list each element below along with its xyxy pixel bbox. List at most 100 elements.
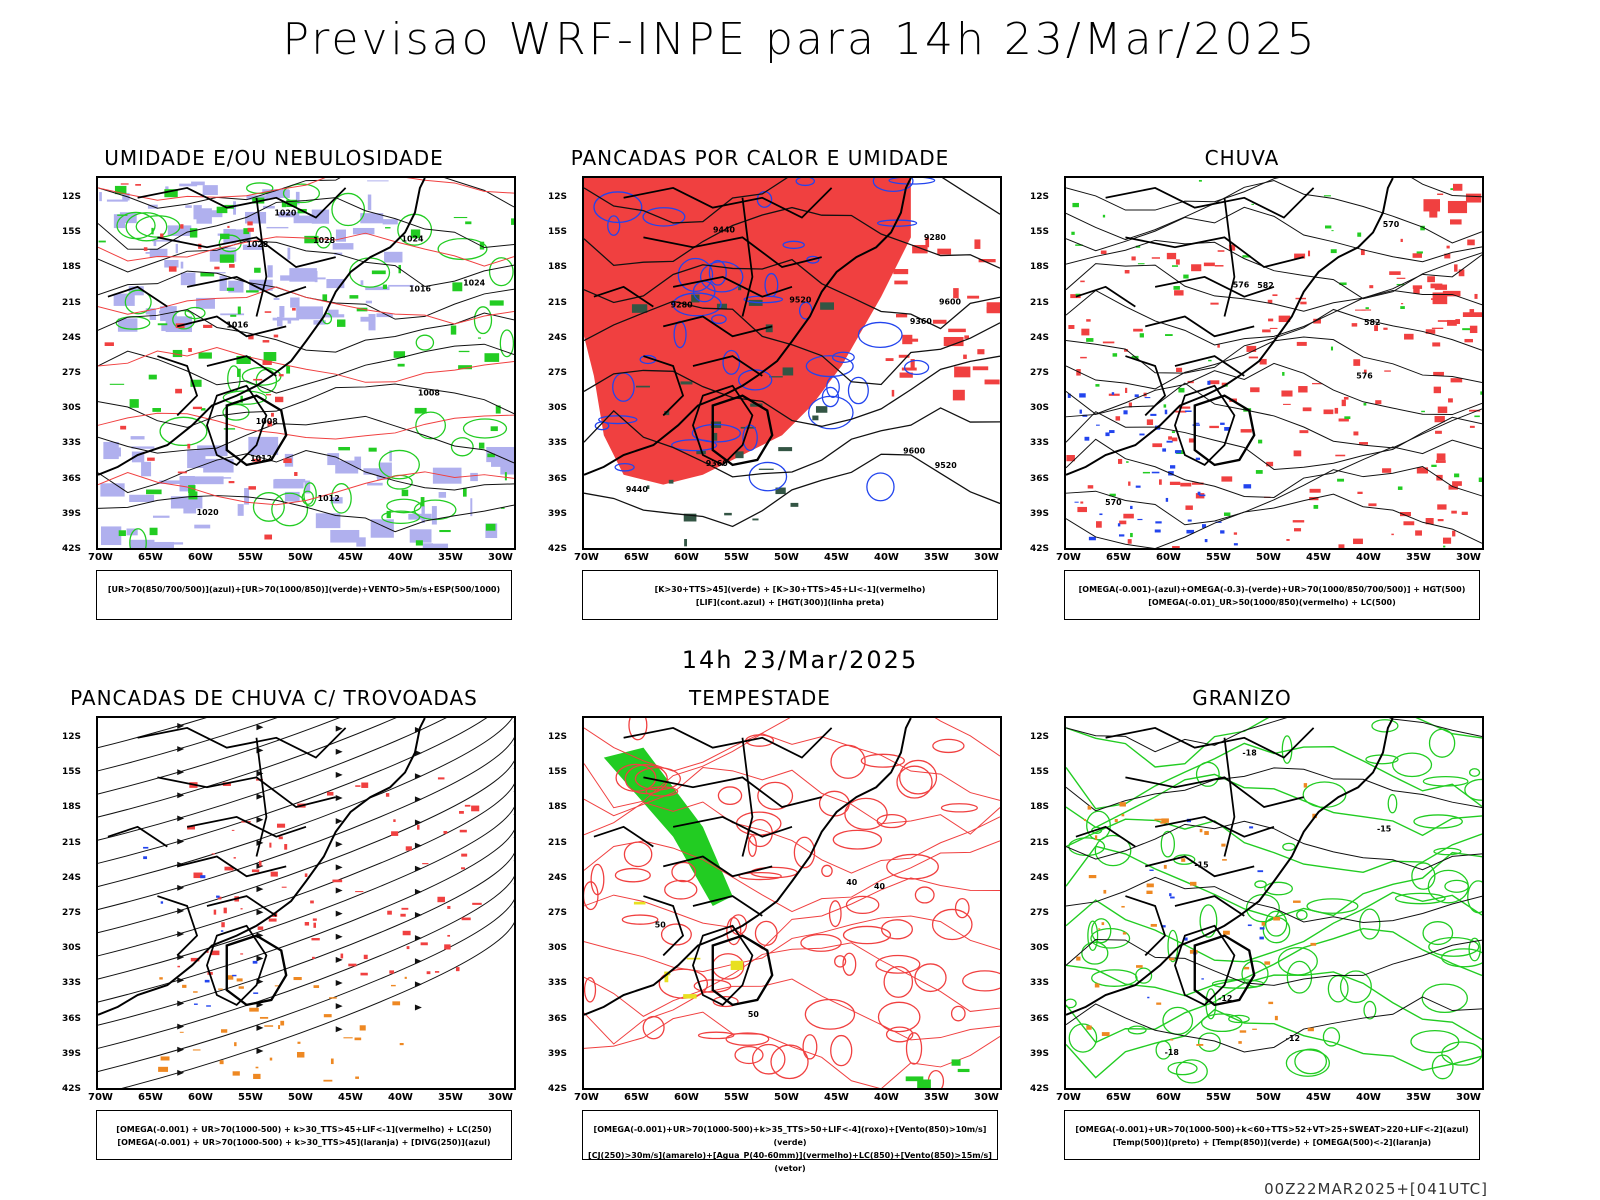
- field-patch: [462, 487, 467, 497]
- field-patch: [470, 472, 478, 482]
- contour-loop: [931, 908, 973, 941]
- field-patch: [664, 973, 669, 983]
- contour-loop: [826, 376, 840, 398]
- field-patch: [683, 994, 697, 999]
- streamline-arrow: [335, 725, 343, 732]
- contour-label: 1012: [250, 454, 272, 463]
- contour-loop: [664, 879, 698, 900]
- field-patch: [1123, 513, 1134, 519]
- contour-loop: [880, 919, 913, 940]
- field-patch: [1447, 200, 1468, 214]
- field-patch: [1224, 427, 1230, 431]
- streamline-arrow: [256, 886, 264, 893]
- field-patch: [237, 504, 244, 516]
- field-patch: [1442, 537, 1452, 544]
- field-patch: [1183, 274, 1189, 279]
- field-patch: [268, 918, 277, 922]
- field-patch: [1427, 276, 1435, 283]
- contour-loop: [129, 528, 147, 548]
- field-patch: [385, 793, 390, 797]
- field-patch: [631, 304, 648, 313]
- field-patch: [479, 241, 485, 250]
- field-patch: [230, 314, 237, 317]
- lat-tick-label: 36S: [1030, 474, 1050, 484]
- contour-loop: [598, 415, 638, 425]
- contour-label: 40: [846, 878, 858, 887]
- field-patch: [1397, 486, 1403, 490]
- field-patch: [405, 846, 412, 851]
- field-patch: [1075, 244, 1083, 246]
- lon-tick-label: 55W: [238, 552, 263, 563]
- field-patch: [984, 379, 1000, 385]
- field-patch: [368, 447, 377, 452]
- lat-tick-label: 39S: [548, 1049, 568, 1059]
- country-border: [711, 394, 774, 467]
- field-patch: [175, 243, 178, 254]
- streamline-arrow: [177, 769, 185, 776]
- state-border: [157, 236, 336, 269]
- contour-label: 9600: [939, 298, 962, 307]
- run-timestamp: 00Z22MAR2025+[041UTC]: [1264, 1180, 1488, 1198]
- field-patch: [902, 334, 913, 345]
- field-patch: [220, 930, 224, 932]
- lat-tick-label: 33S: [62, 978, 82, 988]
- streamline-arrow: [335, 933, 343, 940]
- field-patch: [1170, 1039, 1174, 1041]
- field-patch: [335, 460, 359, 474]
- lon-tick-label: 60W: [674, 1092, 699, 1103]
- legend-line: [OMEGA(-0.001) + UR>70(1000-500) + k>30_…: [117, 1138, 491, 1147]
- field-patch: [118, 530, 126, 537]
- field-patch: [1108, 393, 1120, 396]
- field-patch: [106, 199, 128, 202]
- coastline: [98, 178, 426, 476]
- field-patch: [196, 208, 212, 224]
- field-patch: [390, 984, 396, 987]
- field-patch: [1338, 418, 1349, 422]
- field-patch: [1163, 404, 1167, 408]
- field-patch: [1114, 819, 1118, 823]
- field-patch: [1087, 805, 1092, 810]
- lon-tick-label: 40W: [1356, 552, 1381, 563]
- state-border: [1154, 815, 1275, 838]
- field-patch: [233, 201, 236, 215]
- field-patch: [249, 1007, 259, 1012]
- field-patch: [1187, 519, 1192, 522]
- field-patch: [360, 972, 368, 976]
- field-patch: [294, 472, 298, 476]
- field-patch: [1309, 488, 1321, 493]
- field-patch: [400, 913, 406, 917]
- lon-tick-label: 40W: [874, 1092, 899, 1103]
- contour-loop: [594, 421, 610, 431]
- lat-tick-label: 24S: [548, 333, 568, 343]
- field-patch: [149, 248, 168, 258]
- field-patch: [1343, 396, 1349, 400]
- field-patch: [233, 857, 236, 859]
- lat-tick-label: 36S: [62, 1014, 82, 1024]
- contour-loop: [124, 289, 152, 315]
- field-patch: [146, 489, 162, 495]
- field-patch: [265, 394, 272, 396]
- field-patch: [1118, 534, 1125, 537]
- field-patch: [1139, 433, 1145, 436]
- field-patch: [668, 479, 674, 484]
- field-patch: [389, 970, 395, 974]
- field-patch: [1450, 378, 1463, 383]
- field-patch: [311, 938, 320, 941]
- field-patch: [220, 313, 245, 316]
- state-border: [593, 825, 654, 848]
- contour-loop: [932, 738, 965, 754]
- field-patch: [1192, 424, 1200, 426]
- legend-line: [CJ(250)>30m/s](amarelo)+[Agua_P(40-60mm…: [588, 1151, 992, 1173]
- contour-loop: [914, 886, 935, 904]
- contour-loop: [770, 1044, 809, 1080]
- field-patch: [179, 1031, 184, 1033]
- panel-legend: [OMEGA(-0.001)+UR>70(1000-500)+k<60+TTS>…: [1064, 1110, 1480, 1160]
- field-patch: [769, 376, 783, 378]
- streamline-arrow: [256, 955, 264, 962]
- field-patch: [1436, 453, 1446, 461]
- state-border: [157, 776, 336, 809]
- field-patch: [1323, 409, 1334, 415]
- field-patch: [1325, 225, 1332, 229]
- field-patch: [402, 930, 411, 936]
- field-patch: [1403, 521, 1415, 526]
